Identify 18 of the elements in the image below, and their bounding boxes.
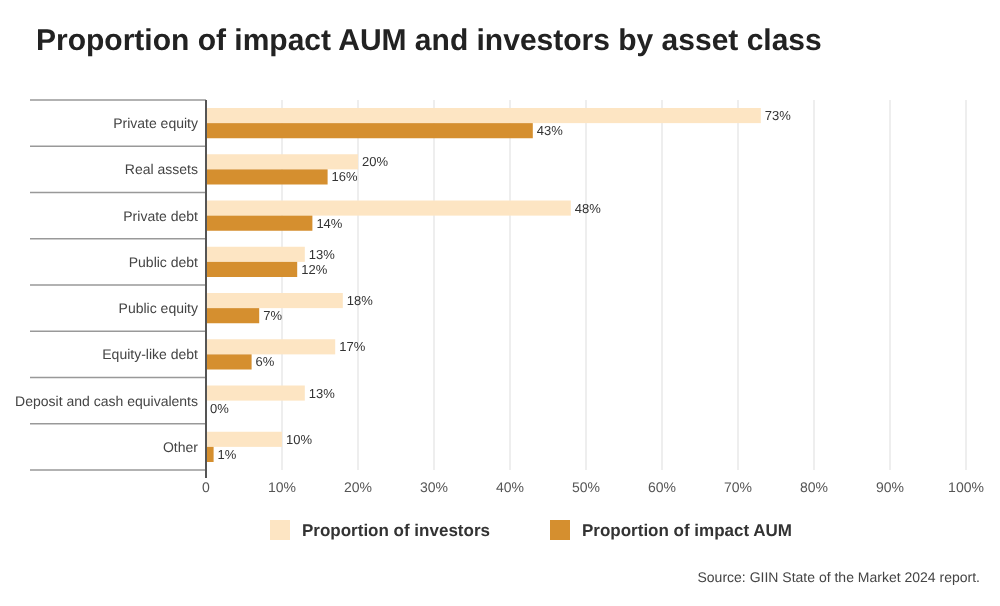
bar bbox=[206, 154, 358, 170]
bar bbox=[206, 308, 260, 324]
bar bbox=[206, 339, 336, 355]
legend-label: Proportion of impact AUM bbox=[582, 519, 792, 540]
bar bbox=[206, 293, 343, 309]
bar bbox=[206, 354, 252, 370]
bar bbox=[206, 108, 761, 124]
bar bbox=[206, 446, 214, 462]
bar bbox=[206, 246, 305, 262]
legend-label: Proportion of investors bbox=[302, 519, 491, 540]
bar bbox=[206, 431, 282, 447]
bar bbox=[206, 200, 571, 216]
bar bbox=[206, 169, 328, 185]
bar bbox=[206, 215, 313, 231]
chart-title: Proportion of impact AUM and investors by asset class bbox=[36, 24, 822, 58]
bar bbox=[206, 261, 298, 277]
bar bbox=[206, 123, 533, 139]
bar bbox=[206, 385, 305, 401]
